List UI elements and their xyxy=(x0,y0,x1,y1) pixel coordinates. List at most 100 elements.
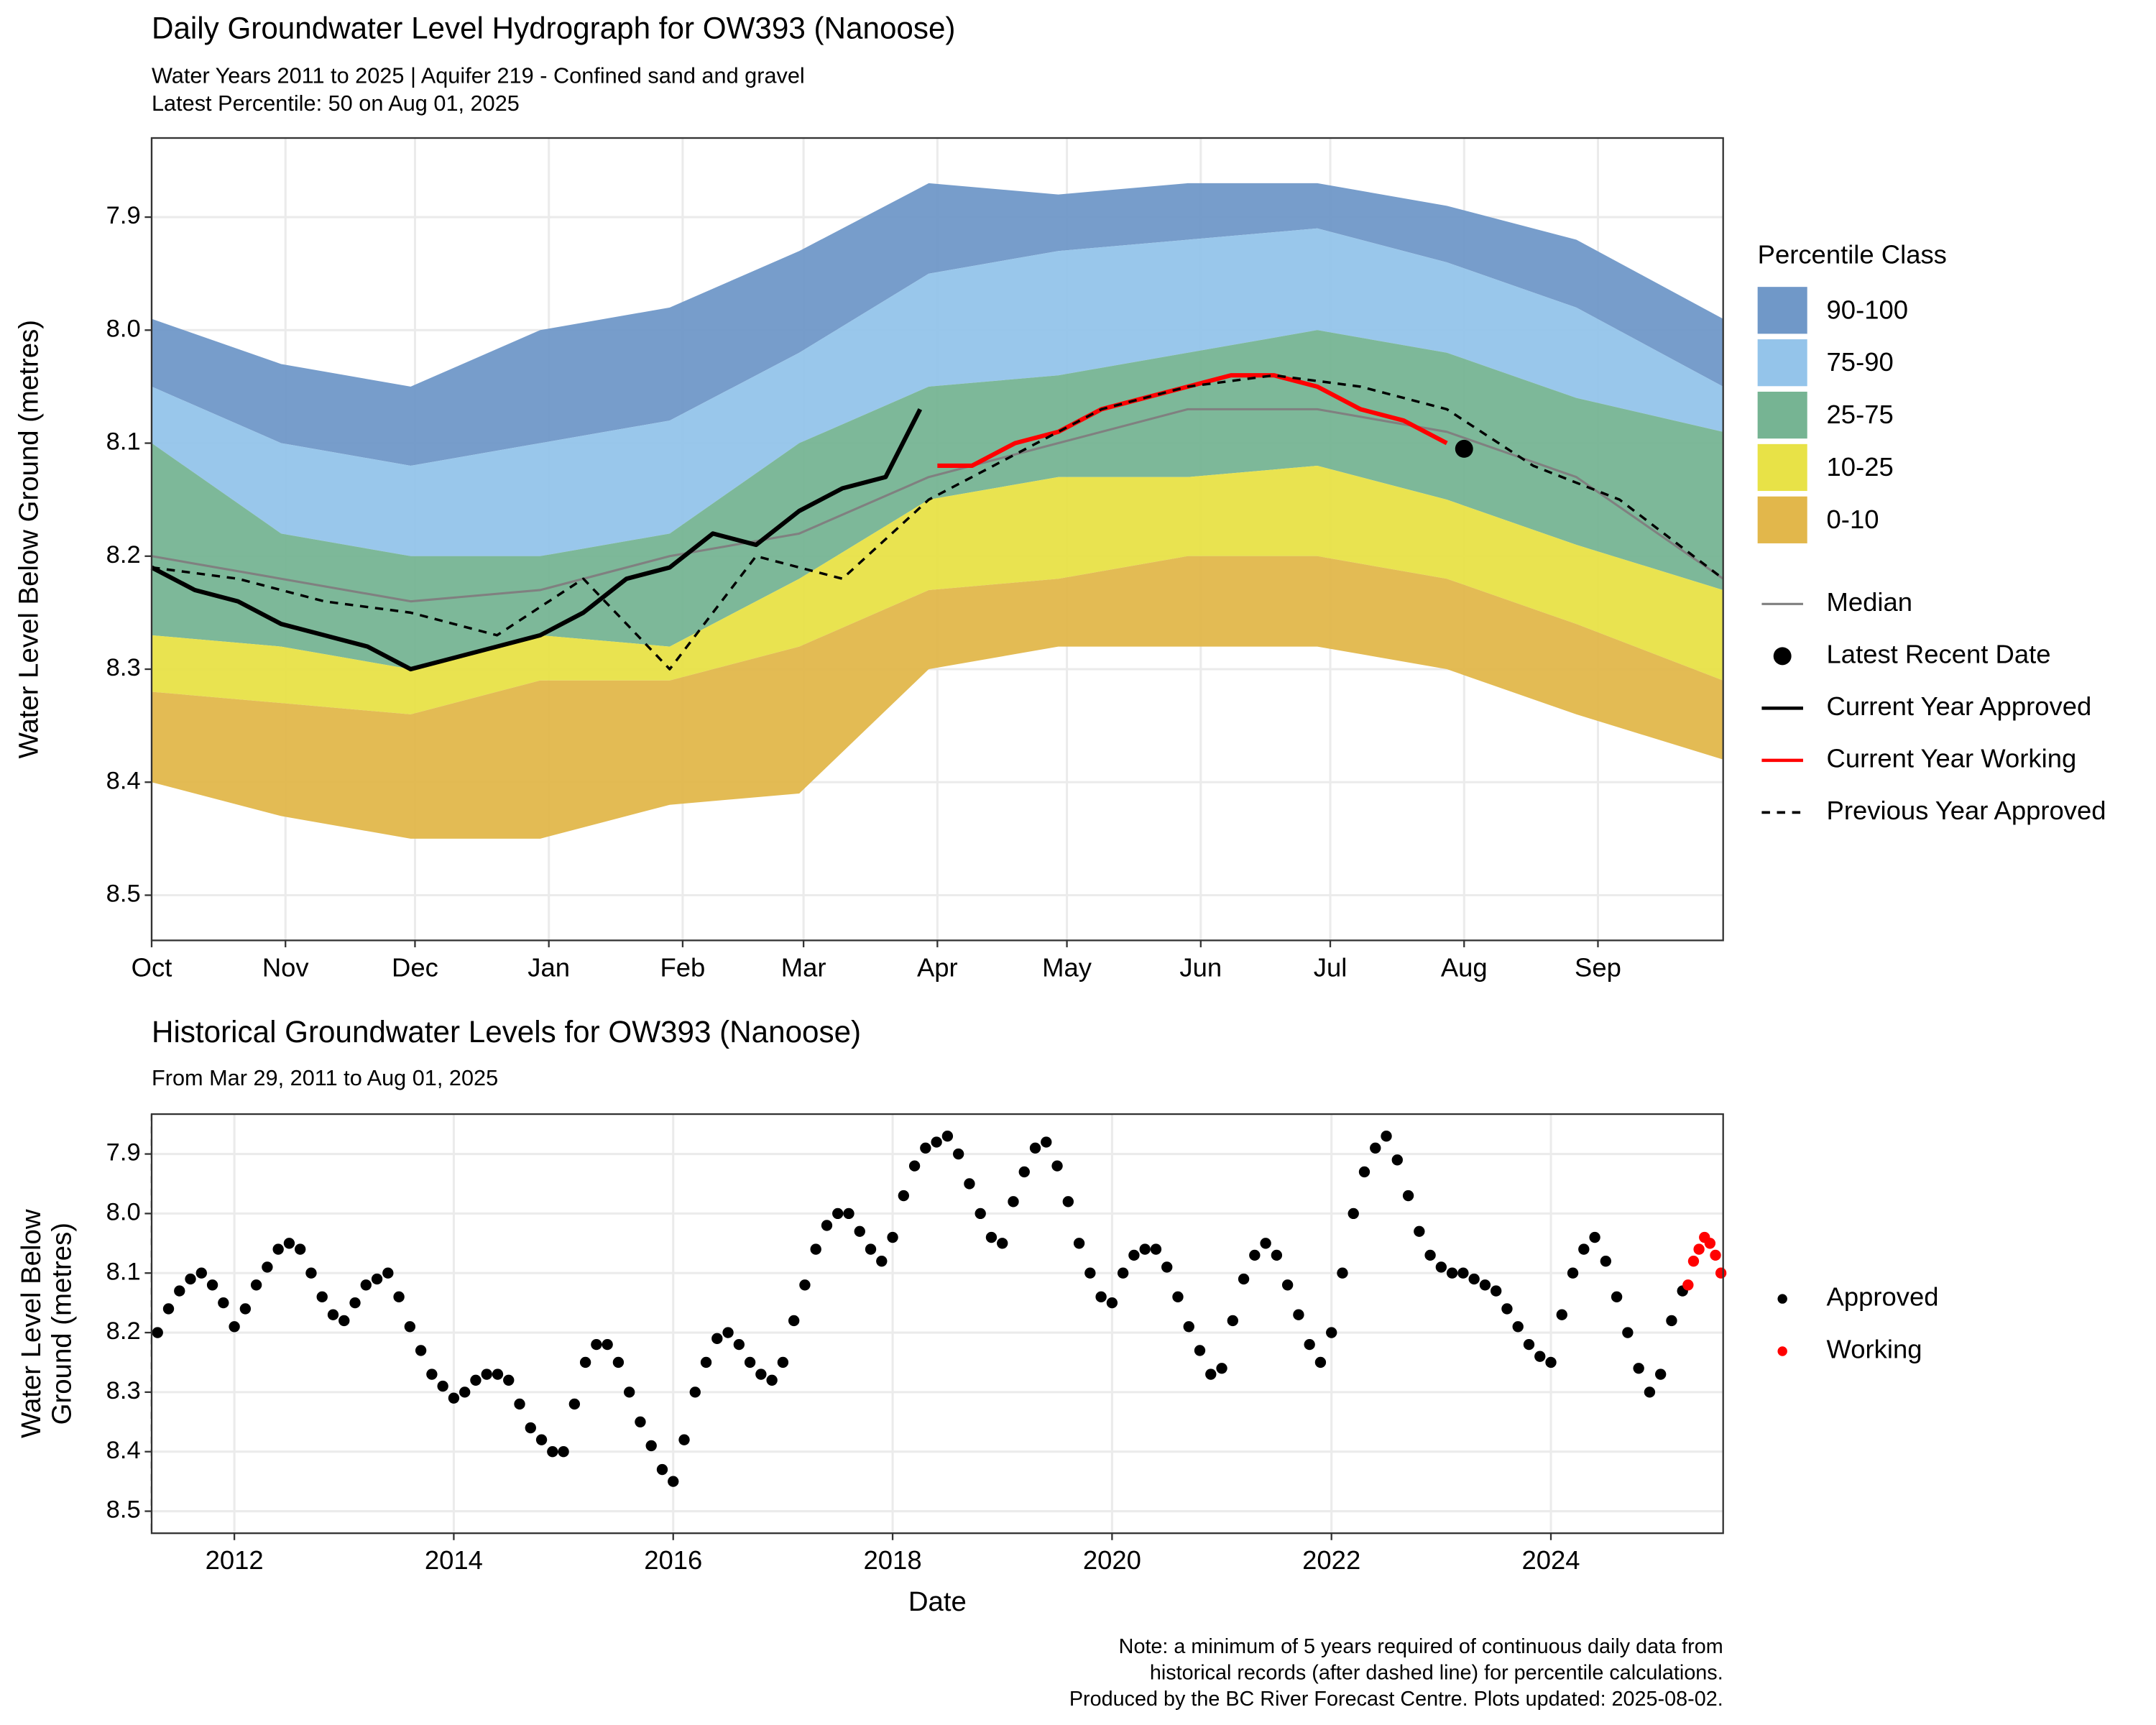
data-point xyxy=(1216,1363,1227,1374)
x-tick-label: 2016 xyxy=(644,1545,702,1575)
legend-key xyxy=(1777,1346,1787,1356)
data-point xyxy=(349,1297,361,1309)
data-point xyxy=(162,1303,175,1315)
y-tick-label: 8.2 xyxy=(106,541,141,569)
data-point xyxy=(503,1374,515,1386)
data-point xyxy=(1260,1238,1271,1249)
x-tick-label: 2012 xyxy=(206,1545,264,1575)
data-point xyxy=(733,1338,745,1351)
data-point xyxy=(920,1142,931,1154)
data-point xyxy=(635,1416,646,1427)
chart-subtitle: Latest Percentile: 50 on Aug 01, 2025 xyxy=(152,91,520,116)
y-tick-label: 8.5 xyxy=(106,1496,141,1524)
data-point xyxy=(426,1368,438,1380)
data-point xyxy=(283,1238,295,1249)
legend-label: 75-90 xyxy=(1827,347,1894,377)
data-point xyxy=(1523,1338,1535,1351)
data-point xyxy=(1062,1196,1074,1208)
chart-title: Daily Groundwater Level Hydrograph for O… xyxy=(152,12,955,45)
data-point xyxy=(316,1291,328,1303)
y-tick-label: 8.1 xyxy=(106,1258,141,1285)
data-point xyxy=(1710,1249,1721,1261)
legend-key xyxy=(1773,647,1792,666)
y-axis-label: Ground (metres) xyxy=(46,1223,77,1425)
data-point xyxy=(744,1356,756,1368)
y-tick-label: 7.9 xyxy=(106,202,141,229)
percentile-band xyxy=(151,330,1723,670)
data-point xyxy=(1326,1327,1337,1338)
y-tick-label: 7.9 xyxy=(106,1139,141,1167)
legend-label: Current Year Approved xyxy=(1827,691,2092,721)
data-point xyxy=(185,1273,196,1285)
data-point xyxy=(1161,1261,1173,1273)
data-point xyxy=(1600,1255,1612,1267)
plot-border xyxy=(150,137,1724,942)
data-point xyxy=(1095,1291,1107,1303)
data-point xyxy=(535,1434,548,1445)
x-tick-label: 2018 xyxy=(864,1545,922,1575)
data-point xyxy=(810,1243,821,1255)
data-point xyxy=(404,1321,416,1333)
data-point xyxy=(1029,1142,1041,1154)
chart-subtitle: Water Years 2011 to 2025 | Aquifer 219 -… xyxy=(152,63,805,88)
percentile-band xyxy=(151,465,1723,714)
data-point xyxy=(1446,1267,1458,1279)
data-point xyxy=(1337,1267,1348,1279)
data-point xyxy=(941,1131,954,1142)
data-point xyxy=(1468,1273,1480,1285)
data-point xyxy=(843,1208,854,1220)
data-point xyxy=(1655,1368,1667,1380)
data-point xyxy=(1589,1231,1600,1243)
data-point xyxy=(206,1279,218,1291)
footnote: historical records (after dashed line) f… xyxy=(1150,1661,1723,1684)
footnote: Note: a minimum of 5 years required of c… xyxy=(1119,1635,1723,1658)
legend-swatch xyxy=(1757,287,1807,334)
data-point xyxy=(1682,1279,1694,1291)
x-tick-label: Oct xyxy=(132,952,172,982)
data-point xyxy=(1238,1273,1250,1285)
x-tick-label: 2024 xyxy=(1521,1545,1580,1575)
x-tick-label: 2022 xyxy=(1302,1545,1360,1575)
x-tick-label: Jun xyxy=(1179,952,1222,982)
data-point xyxy=(612,1356,625,1368)
data-point xyxy=(1381,1131,1392,1142)
data-point xyxy=(1457,1267,1469,1279)
legend-swatch xyxy=(1757,339,1807,387)
data-point xyxy=(898,1190,910,1202)
y-tick-label: 8.0 xyxy=(106,1199,141,1226)
data-point xyxy=(1358,1166,1370,1178)
legend-swatch xyxy=(1757,391,1807,439)
data-point xyxy=(481,1368,492,1380)
data-point xyxy=(568,1398,581,1410)
data-point xyxy=(437,1380,448,1392)
x-tick-label: Feb xyxy=(660,952,706,982)
y-tick-label: 8.3 xyxy=(106,654,141,681)
data-point xyxy=(766,1374,778,1386)
data-point xyxy=(821,1220,833,1231)
x-tick-label: 2014 xyxy=(425,1545,483,1575)
legend-label: 0-10 xyxy=(1827,505,1879,534)
data-point xyxy=(1414,1225,1425,1237)
x-tick-label: Dec xyxy=(392,952,438,982)
data-point xyxy=(1501,1303,1513,1315)
data-point xyxy=(602,1338,613,1351)
data-point xyxy=(470,1374,482,1386)
data-point xyxy=(558,1446,569,1458)
data-point xyxy=(459,1386,471,1398)
data-point xyxy=(371,1273,383,1285)
data-point xyxy=(1018,1166,1030,1178)
data-point xyxy=(382,1267,394,1279)
data-point xyxy=(1715,1267,1727,1279)
data-point xyxy=(1139,1243,1151,1255)
data-point xyxy=(777,1356,789,1368)
data-point xyxy=(887,1231,898,1243)
data-point xyxy=(295,1243,306,1255)
data-point xyxy=(1556,1309,1567,1320)
x-tick-label: Jul xyxy=(1314,952,1348,982)
legend-label: Median xyxy=(1827,587,1913,617)
y-tick-label: 8.0 xyxy=(106,315,141,342)
data-point xyxy=(1128,1249,1140,1261)
data-point xyxy=(327,1309,339,1320)
data-point xyxy=(250,1279,262,1291)
